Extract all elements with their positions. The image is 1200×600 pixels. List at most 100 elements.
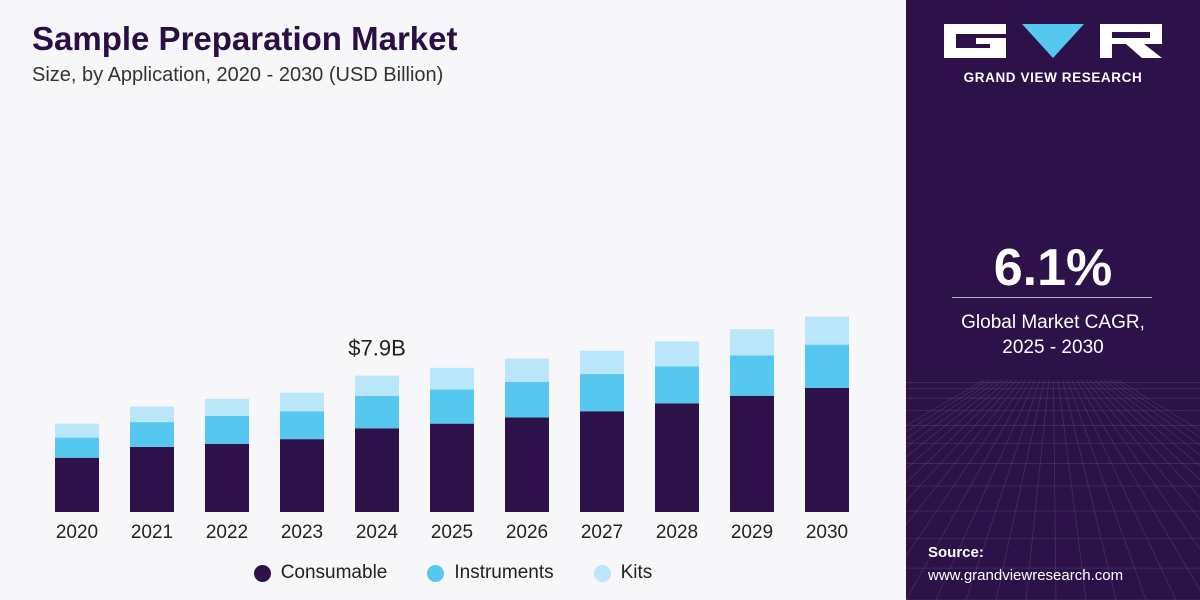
grid-line — [965, 380, 1040, 600]
bar-kits-2022 — [205, 398, 249, 416]
grid-line — [906, 380, 1027, 557]
bar-consumable-2025 — [430, 423, 474, 512]
legend-item-consumable: Consumable — [253, 562, 388, 584]
cagr-value: 6.1% — [993, 239, 1113, 297]
bar-instruments-2029 — [730, 355, 774, 396]
grid-line — [1066, 380, 1147, 600]
bar-kits-2027 — [580, 350, 624, 375]
legend-label-consumable: Consumable — [280, 562, 388, 583]
bar-consumable-2029 — [730, 395, 774, 512]
bar-instruments-2023 — [280, 411, 324, 440]
grid-line — [906, 380, 1018, 502]
bar-consumable-2030 — [805, 388, 849, 512]
x-tick-label-2021: 2021 — [131, 522, 173, 543]
bar-instruments-2025 — [430, 389, 474, 424]
bar-kits-2028 — [655, 341, 699, 367]
x-tick-label-2024: 2024 — [356, 522, 399, 543]
cagr-label-line2: 2025 - 2030 — [1002, 337, 1104, 358]
chart-title: Sample Preparation Market — [32, 20, 458, 57]
bar-consumable-2022 — [205, 443, 249, 512]
bar-consumable-2024 — [355, 428, 399, 512]
bar-consumable-2026 — [505, 417, 549, 512]
grid-line — [906, 380, 990, 433]
x-tick-label-2027: 2027 — [581, 522, 623, 543]
bar-consumable-2021 — [130, 446, 174, 512]
legend-swatch-kits — [593, 564, 611, 582]
x-tick-label-2023: 2023 — [281, 522, 323, 543]
grid-line — [906, 380, 1022, 526]
grid-line — [1099, 380, 1200, 467]
grid-line — [1025, 380, 1050, 600]
bar-kits-2020 — [55, 423, 99, 438]
bar-kits-2030 — [805, 316, 849, 345]
stacked-bar-chart: 2020 2021 2022 2023 2024 $7.9B 2025 2026 2027 202… — [55, 316, 849, 543]
bar-consumable-2023 — [280, 439, 324, 512]
bar-consumable-2020 — [55, 457, 99, 512]
bar-kits-2021 — [130, 406, 174, 423]
info-sidebar: GRAND VIEW RESEARCH 6.1% Global Market C… — [906, 0, 1200, 600]
grid-line — [1085, 380, 1200, 520]
grid-line — [1117, 380, 1200, 431]
source-title: Source: — [928, 544, 984, 561]
x-tick-label-2029: 2029 — [731, 522, 773, 543]
grid-line — [1112, 380, 1200, 438]
bar-instruments-2027 — [580, 374, 624, 412]
grid-line — [935, 380, 1036, 600]
bar-instruments-2022 — [205, 415, 249, 444]
bar-consumable-2028 — [655, 403, 699, 512]
bar-kits-2026 — [505, 358, 549, 382]
chart-legend: Consumable Instruments Kits — [0, 562, 906, 584]
x-tick-label-2022: 2022 — [206, 522, 248, 543]
grid-line — [1053, 380, 1057, 600]
x-tick-label-2030: 2030 — [806, 522, 848, 543]
grid-line — [906, 380, 1004, 458]
bar-instruments-2024 — [355, 395, 399, 429]
x-tick-label-2028: 2028 — [656, 522, 698, 543]
legend-item-instruments: Instruments — [427, 562, 554, 584]
grid-line — [1108, 380, 1200, 446]
x-tick-label-2025: 2025 — [431, 522, 473, 543]
grid-line — [1062, 380, 1117, 600]
legend-swatch-consumable — [253, 564, 271, 582]
grid-line — [906, 380, 1008, 470]
bar-consumable-2027 — [580, 411, 624, 512]
cagr-label: Global Market CAGR, 2025 - 2030 — [906, 310, 1200, 360]
x-tick-label-2020: 2020 — [56, 522, 98, 543]
grid-line — [1057, 380, 1087, 600]
bar-instruments-2020 — [55, 437, 99, 458]
grid-line — [1094, 380, 1200, 481]
bar-kits-2023 — [280, 392, 324, 412]
bar-kits-2024 — [355, 375, 399, 396]
grid-line — [995, 380, 1045, 600]
source-url-link[interactable]: www.grandviewresearch.com — [928, 567, 1124, 584]
bar-instruments-2026 — [505, 381, 549, 418]
grid-line — [906, 380, 985, 426]
legend-item-kits: Kits — [593, 562, 653, 584]
bar-kits-2029 — [730, 329, 774, 356]
grid-line — [1103, 380, 1200, 456]
bar-kits-2025 — [430, 367, 474, 390]
bar-instruments-2021 — [130, 422, 174, 447]
grid-line — [1076, 380, 1200, 591]
grid-line — [906, 380, 995, 440]
legend-label-instruments: Instruments — [454, 562, 554, 583]
cagr-divider — [952, 297, 1152, 298]
grid-pattern-decoration — [906, 380, 1200, 600]
grid-line — [906, 380, 1013, 484]
grid-line — [1080, 380, 1200, 550]
grid-line — [906, 380, 999, 448]
cagr-label-line1: Global Market CAGR, — [961, 312, 1145, 333]
grid-line — [1071, 380, 1177, 600]
bar-instruments-2030 — [805, 344, 849, 388]
brand-name: GRAND VIEW RESEARCH — [963, 70, 1143, 85]
grid-line — [906, 380, 1031, 600]
grid-line — [1089, 380, 1200, 498]
data-label-2024: $7.9B — [348, 336, 406, 361]
chart-panel: Sample Preparation Market Size, by Appli… — [0, 20, 906, 584]
chart-subtitle: Size, by Application, 2020 - 2030 (USD B… — [32, 64, 444, 86]
bar-instruments-2028 — [655, 366, 699, 404]
legend-swatch-instruments — [427, 564, 445, 582]
grand-view-research-logo — [944, 24, 1162, 58]
legend-label-kits: Kits — [620, 562, 653, 583]
x-tick-label-2026: 2026 — [506, 522, 548, 543]
